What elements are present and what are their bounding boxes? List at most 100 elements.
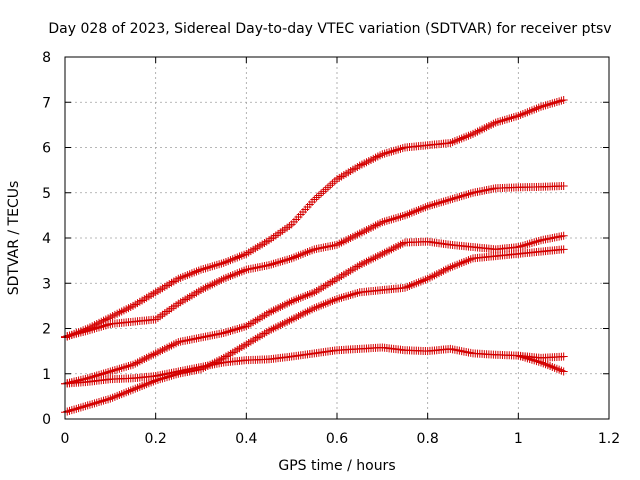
data-point: [342, 236, 351, 245]
data-point: [378, 218, 387, 227]
x-tick-label: 0: [61, 431, 70, 447]
data-point: [398, 239, 407, 248]
data-point: [119, 363, 128, 372]
data-point: [353, 288, 362, 297]
data-point: [67, 406, 76, 415]
data-point: [117, 307, 126, 316]
data-point: [396, 144, 405, 153]
data-point: [559, 181, 568, 190]
data-point: [367, 155, 375, 164]
data-point: [308, 246, 317, 255]
data-point: [151, 349, 160, 358]
data-point: [394, 241, 403, 250]
data-point: [351, 231, 360, 240]
series-series-f: [514, 351, 568, 362]
data-point: [63, 332, 72, 341]
data-point: [106, 367, 115, 376]
data-point: [74, 404, 83, 413]
y-tick-label: 7: [42, 95, 51, 111]
y-tick-label: 0: [42, 412, 51, 428]
data-point: [527, 238, 536, 247]
series-series-e: [61, 343, 568, 388]
y-tick-label: 6: [42, 141, 51, 157]
data-point: [113, 365, 122, 374]
data-point: [371, 153, 380, 162]
data-point: [149, 350, 158, 359]
data-point: [557, 96, 566, 105]
data-point: [113, 309, 122, 318]
data-point: [301, 308, 310, 317]
data-point: [437, 267, 446, 276]
data-point: [385, 216, 394, 225]
data-point: [83, 326, 92, 335]
data-point: [498, 116, 507, 125]
data-point: [530, 238, 539, 247]
data-point: [319, 187, 328, 196]
data-marks: [61, 95, 568, 417]
data-point: [555, 365, 564, 374]
data-point: [559, 95, 568, 104]
data-point: [482, 123, 491, 132]
data-point: [559, 367, 568, 376]
data-point: [104, 368, 113, 377]
data-point: [280, 318, 289, 327]
data-point: [206, 262, 215, 271]
data-point: [221, 328, 230, 337]
data-point: [287, 297, 296, 306]
data-point: [312, 193, 321, 202]
data-point: [278, 319, 287, 328]
data-point: [108, 312, 117, 321]
data-point: [156, 347, 165, 356]
data-point: [432, 270, 441, 279]
data-point: [373, 220, 382, 229]
data-point: [70, 405, 79, 414]
data-point: [212, 278, 221, 287]
data-point: [503, 115, 511, 124]
data-point: [210, 279, 219, 288]
data-point: [95, 398, 103, 407]
data-point: [489, 119, 498, 128]
data-point: [210, 261, 219, 270]
data-point: [348, 290, 357, 299]
data-point: [364, 256, 373, 265]
series-series-a: [61, 95, 568, 342]
data-point: [122, 305, 131, 314]
x-tick-label: 1: [514, 431, 523, 447]
data-point: [523, 240, 532, 249]
data-point: [453, 193, 462, 202]
data-point: [330, 177, 339, 186]
data-point: [557, 366, 566, 375]
data-point: [76, 403, 85, 412]
data-point: [466, 255, 475, 264]
data-point: [455, 192, 464, 201]
plot-frame: [64, 56, 610, 420]
data-point: [235, 324, 244, 333]
data-point: [391, 146, 400, 155]
data-point: [450, 194, 459, 203]
data-point: [446, 195, 455, 204]
data-point: [391, 243, 400, 252]
data-point: [380, 217, 389, 226]
data-point: [378, 249, 387, 258]
data-point: [83, 401, 92, 410]
data-point: [391, 214, 400, 223]
data-point: [464, 190, 473, 199]
data-point: [360, 258, 369, 267]
data-point: [367, 223, 375, 232]
data-point: [292, 313, 301, 322]
x-axis-ticks: 0 0.2 0.4 0.6 0.8 1 1.2: [61, 57, 620, 447]
data-point: [122, 362, 131, 371]
data-point: [308, 289, 317, 298]
data-point: [276, 303, 285, 312]
data-point: [81, 402, 90, 411]
y-axis-ticks: 0 1 2 3 4 5 6 7 8: [42, 50, 609, 428]
data-point: [63, 407, 72, 416]
data-point: [435, 198, 443, 207]
x-tick-label: 0.4: [235, 431, 257, 447]
x-axis-label: GPS time / hours: [278, 458, 395, 474]
data-point: [550, 98, 559, 107]
data-point: [394, 145, 403, 154]
data-point: [378, 150, 387, 159]
data-point: [559, 231, 568, 240]
